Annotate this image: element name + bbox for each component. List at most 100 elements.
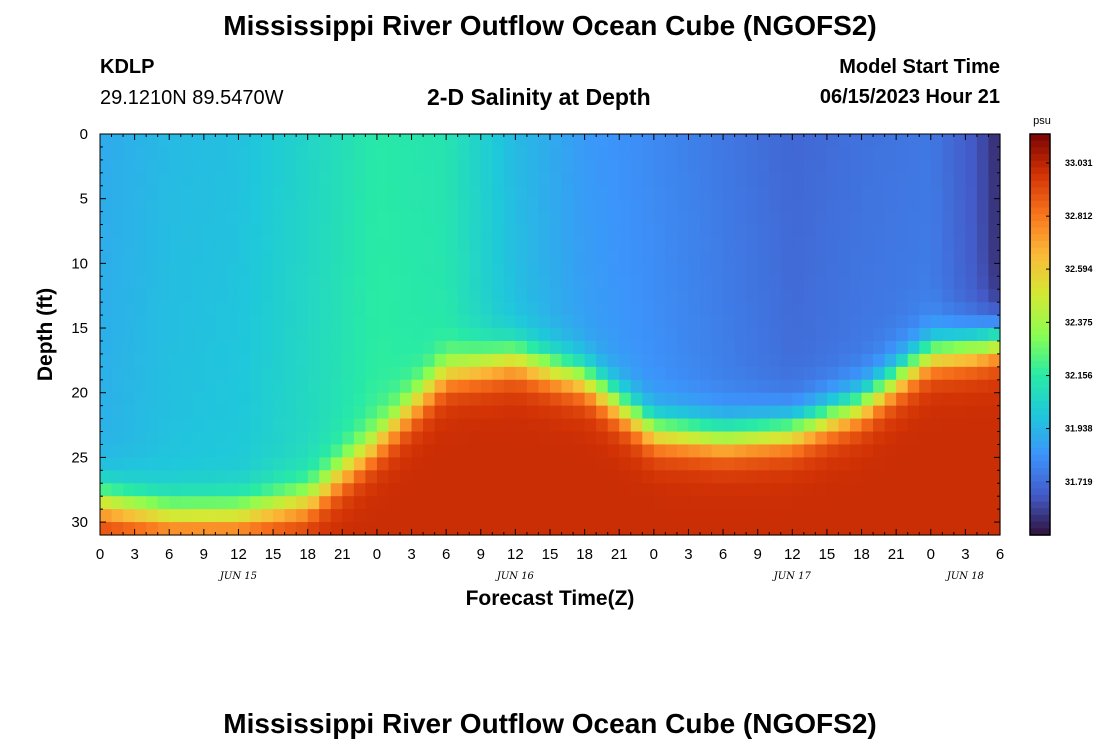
heatmap-cell bbox=[642, 379, 655, 394]
heatmap-cell bbox=[907, 211, 920, 226]
heatmap-cell bbox=[619, 302, 632, 316]
heatmap-cell bbox=[423, 172, 436, 187]
heatmap-cell bbox=[584, 405, 597, 420]
heatmap-cell bbox=[573, 431, 586, 446]
heatmap-cell bbox=[330, 134, 343, 148]
heatmap-cell bbox=[538, 237, 551, 252]
heatmap-cell bbox=[100, 353, 113, 368]
heatmap-cell bbox=[976, 224, 990, 239]
heatmap-cell bbox=[296, 185, 309, 200]
heatmap-cell bbox=[238, 146, 251, 161]
heatmap-cell bbox=[111, 405, 124, 420]
heatmap-cell bbox=[238, 496, 251, 510]
heatmap-cell bbox=[711, 457, 724, 471]
model-start-label: Model Start Time bbox=[839, 56, 1000, 78]
heatmap-cell bbox=[942, 289, 955, 303]
heatmap-cell bbox=[111, 134, 124, 148]
heatmap-cell bbox=[896, 328, 909, 342]
heatmap-cell bbox=[861, 328, 874, 342]
heatmap-cell bbox=[792, 496, 805, 510]
heatmap-cell bbox=[226, 379, 240, 394]
heatmap-cell bbox=[480, 134, 493, 148]
heatmap-cell bbox=[157, 431, 170, 446]
heatmap-cell bbox=[365, 379, 378, 394]
heatmap-cell bbox=[723, 289, 736, 303]
heatmap-cell bbox=[100, 431, 113, 446]
heatmap-cell bbox=[376, 405, 390, 420]
heatmap-cell bbox=[561, 302, 574, 316]
heatmap-cell bbox=[653, 172, 666, 187]
heatmap-cell bbox=[446, 289, 459, 303]
heatmap-cell bbox=[596, 134, 609, 148]
heatmap-cell bbox=[630, 522, 643, 536]
heatmap-cell bbox=[550, 159, 563, 174]
heatmap-cell bbox=[215, 444, 228, 458]
heatmap-cell bbox=[826, 444, 840, 458]
heatmap-cell bbox=[111, 211, 124, 226]
heatmap-cell bbox=[446, 483, 459, 497]
heatmap-cell bbox=[203, 522, 216, 536]
heatmap-cell bbox=[123, 211, 136, 226]
heatmap-cell bbox=[838, 185, 851, 200]
heatmap-cell bbox=[942, 522, 955, 536]
heatmap-cell bbox=[873, 470, 886, 484]
heatmap-cell bbox=[584, 470, 597, 484]
heatmap-cell bbox=[400, 444, 413, 458]
heatmap-cell bbox=[803, 263, 816, 277]
heatmap-cell bbox=[111, 172, 124, 187]
colorbar-segment bbox=[1030, 474, 1050, 483]
heatmap-cell bbox=[561, 134, 574, 148]
heatmap-cell bbox=[561, 509, 574, 523]
heatmap-cell bbox=[723, 340, 736, 355]
heatmap-cell bbox=[653, 159, 666, 174]
heatmap-cell bbox=[411, 237, 424, 252]
heatmap-cell bbox=[573, 444, 586, 458]
heatmap-cell bbox=[746, 211, 759, 226]
heatmap-cell bbox=[203, 185, 216, 200]
heatmap-cell bbox=[365, 483, 378, 497]
heatmap-cell bbox=[596, 483, 609, 497]
heatmap-cell bbox=[526, 250, 540, 264]
heatmap-cell bbox=[573, 496, 586, 510]
heatmap-cell bbox=[861, 483, 874, 497]
heatmap-cell bbox=[411, 496, 424, 510]
heatmap-cell bbox=[711, 405, 724, 420]
heatmap-cell bbox=[261, 172, 274, 187]
heatmap-cell bbox=[976, 431, 990, 446]
heatmap-cell bbox=[503, 263, 516, 277]
heatmap-cell bbox=[561, 146, 574, 161]
heatmap-cell bbox=[480, 470, 493, 484]
heatmap-cell bbox=[538, 328, 551, 342]
heatmap-cell bbox=[630, 392, 643, 407]
heatmap-cell bbox=[930, 146, 943, 161]
heatmap-cell bbox=[723, 224, 736, 239]
heatmap-cell bbox=[780, 366, 793, 381]
heatmap-cell bbox=[353, 315, 366, 329]
heatmap-cell bbox=[757, 444, 770, 458]
heatmap-cell bbox=[780, 237, 793, 252]
heatmap-cell bbox=[919, 134, 932, 148]
heatmap-cell bbox=[676, 379, 690, 394]
heatmap-cell bbox=[561, 263, 574, 277]
heatmap-cell bbox=[653, 198, 666, 213]
heatmap-cell bbox=[480, 366, 493, 381]
colorbar-segment bbox=[1030, 134, 1050, 142]
heatmap-cell bbox=[469, 366, 482, 381]
heatmap-cell bbox=[180, 328, 193, 342]
heatmap-cell bbox=[146, 276, 159, 290]
heatmap-cell bbox=[953, 340, 966, 355]
chart-subtitle: 2-D Salinity at Depth bbox=[427, 84, 651, 110]
heatmap-cell bbox=[607, 431, 620, 446]
heatmap-cell bbox=[826, 211, 840, 226]
heatmap-cell bbox=[538, 276, 551, 290]
heatmap-cell bbox=[134, 353, 147, 368]
heatmap-cell bbox=[123, 328, 136, 342]
heatmap-cell bbox=[573, 328, 586, 342]
heatmap-cell bbox=[307, 134, 320, 148]
heatmap-cell bbox=[307, 328, 320, 342]
heatmap-cell bbox=[746, 522, 759, 536]
heatmap-cell bbox=[503, 444, 516, 458]
heatmap-cell bbox=[434, 198, 447, 213]
heatmap-cell bbox=[169, 172, 182, 187]
heatmap-cell bbox=[665, 315, 678, 329]
